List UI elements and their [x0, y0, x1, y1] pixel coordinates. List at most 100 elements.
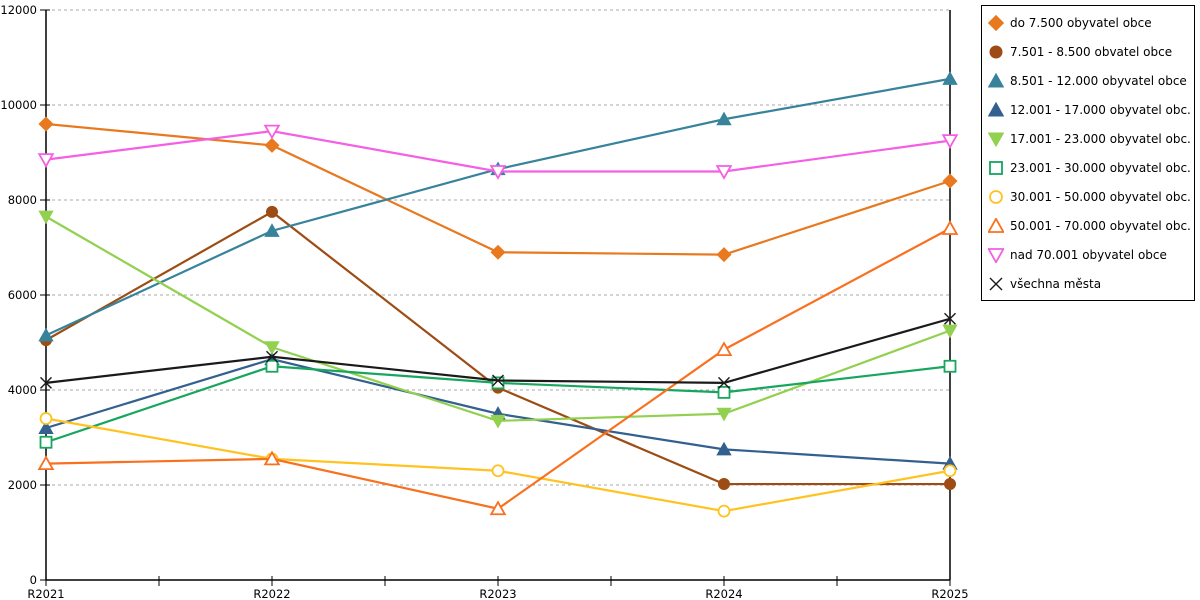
square-marker: [491, 376, 505, 390]
series-line: [45, 317, 951, 384]
x-tick-label: R2023: [479, 587, 516, 600]
triangle-down-marker: [38, 210, 54, 225]
series-9: [40, 312, 956, 389]
legend-label: 12.001 - 17.000 obyvatel obc...: [1010, 102, 1190, 117]
triangle-up-marker: [988, 101, 1004, 116]
x-tick-label: R2025: [931, 587, 968, 600]
legend-marker-icon: [989, 277, 1003, 290]
x-tick-label: R2024: [705, 587, 742, 600]
triangle-down-marker: [942, 324, 958, 339]
diamond-marker: [988, 14, 1004, 31]
series-8: [37, 124, 959, 180]
legend-item: 30.001 - 50.000 obyvatel obc...: [988, 184, 1190, 210]
x-marker: [40, 376, 52, 389]
triangle-down-marker: [716, 407, 732, 422]
square-marker: [265, 359, 279, 373]
triangle-up-marker: [942, 71, 958, 85]
x-tick-label: R2022: [253, 587, 290, 600]
circle-marker: [266, 205, 278, 218]
triangle-down-marker: [264, 341, 280, 355]
legend-marker-icon: [988, 247, 1004, 263]
legend-marker-icon: [988, 217, 1004, 233]
triangle-up-marker: [37, 455, 55, 471]
triangle-up-marker: [716, 441, 732, 456]
circle-marker: [717, 504, 731, 518]
triangle-up-marker: [988, 72, 1004, 87]
triangle-down-marker: [988, 132, 1004, 147]
x-marker: [989, 277, 1003, 290]
triangle-down-marker: [37, 153, 55, 169]
legend-marker-icon: [988, 14, 1004, 31]
triangle-up-marker: [988, 217, 1004, 233]
square-marker: [943, 359, 957, 373]
triangle-up-marker: [716, 111, 732, 126]
triangle-up-marker: [264, 223, 280, 237]
series-7: [37, 220, 959, 516]
legend-marker-icon: [989, 45, 1003, 58]
legend-label: nad 70.001 obyvatel obce: [1010, 247, 1167, 262]
square-marker: [717, 385, 731, 399]
square-marker: [39, 435, 53, 449]
diamond-marker: [264, 137, 280, 153]
x-marker: [266, 350, 278, 363]
y-tick-label: 4000: [8, 383, 37, 397]
triangle-up-marker: [38, 420, 54, 434]
legend-label: 17.001 - 23.000 obyvatel obc...: [1010, 131, 1190, 146]
series-2: [38, 71, 958, 342]
legend-item: 8.501 - 12.000 obyvatel obce: [988, 68, 1190, 94]
diamond-marker: [38, 116, 54, 132]
triangle-up-marker: [715, 341, 733, 357]
legend-label: do 7.500 obyvatel obce: [1010, 15, 1152, 30]
y-tick-label: 12000: [0, 3, 37, 17]
legend-item: 7.501 - 8.500 obvatel obce: [988, 39, 1190, 65]
legend-item: všechna města: [988, 271, 1190, 297]
y-tick-label: 0: [30, 573, 37, 587]
circle-marker: [944, 478, 956, 491]
circle-marker: [989, 45, 1003, 58]
circle-marker: [989, 189, 1003, 204]
legend-label: 8.501 - 12.000 obyvatel obce: [1010, 73, 1187, 88]
series-3: [38, 351, 958, 470]
triangle-up-marker: [263, 450, 281, 466]
y-tick-label: 8000: [8, 193, 37, 207]
triangle-down-marker: [988, 247, 1004, 263]
diamond-marker: [942, 173, 958, 189]
series-line: [45, 77, 951, 337]
triangle-down-marker: [263, 124, 281, 140]
legend-label: 23.001 - 30.000 obyvatel obc...: [1010, 160, 1190, 175]
triangle-up-marker: [489, 500, 507, 516]
triangle-up-marker: [38, 327, 54, 342]
diamond-marker: [490, 244, 506, 260]
legend-item: 50.001 - 70.000 obyvatel obc...: [988, 213, 1190, 239]
legend-marker-icon: [989, 160, 1003, 175]
diamond-marker: [716, 247, 732, 263]
triangle-up-marker: [941, 220, 959, 235]
x-marker: [718, 376, 730, 389]
legend-item: 23.001 - 30.000 obyvatel obc...: [988, 155, 1190, 181]
triangle-down-marker: [715, 165, 733, 180]
circle-marker: [943, 464, 957, 478]
legend-marker-icon: [989, 189, 1003, 204]
x-tick-label: R2021: [27, 587, 64, 600]
y-tick-label: 6000: [8, 288, 37, 302]
legend-label: 50.001 - 70.000 obyvatel obc...: [1010, 218, 1190, 233]
triangle-down-marker: [941, 134, 959, 150]
legend-item: 17.001 - 23.000 obyvatel obc...: [988, 126, 1190, 152]
y-tick-label: 2000: [8, 478, 37, 492]
legend-label: všechna města: [1010, 276, 1102, 291]
legend-marker-icon: [988, 72, 1004, 87]
circle-marker: [39, 412, 53, 425]
series-4: [38, 210, 958, 429]
legend-label: 30.001 - 50.000 obyvatel obc...: [1010, 189, 1190, 204]
legend: do 7.500 obyvatel obce 7.501 - 8.500 obva…: [981, 5, 1195, 301]
legend-item: 12.001 - 17.000 obyvatel obc...: [988, 97, 1190, 123]
legend-label: 7.501 - 8.500 obvatel obce: [1010, 44, 1173, 59]
x-marker: [944, 312, 956, 325]
square-marker: [989, 160, 1003, 175]
legend-marker-icon: [988, 101, 1004, 116]
y-tick-label: 10000: [0, 98, 37, 112]
triangle-down-marker: [490, 414, 506, 429]
series-5: [39, 359, 957, 449]
